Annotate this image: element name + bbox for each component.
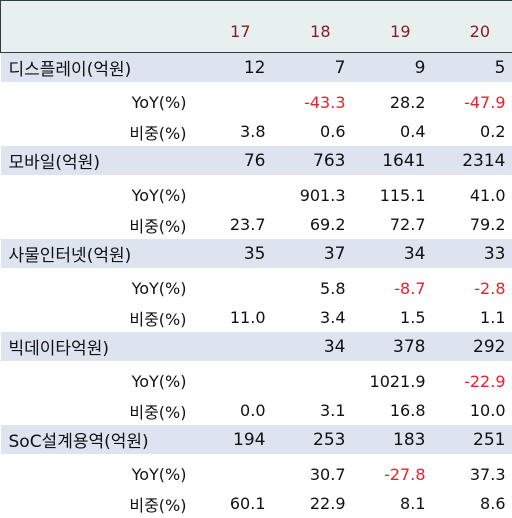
category-value: 5 <box>433 53 512 83</box>
yoy-value: 115.1 <box>353 175 433 210</box>
category-value: 7 <box>273 53 353 83</box>
yoy-label: YoY(%) <box>1 361 199 396</box>
share-label: 비중(%) <box>1 117 199 146</box>
share-value: 69.2 <box>273 210 353 239</box>
yoy-value <box>199 175 273 210</box>
yoy-value: -22.9 <box>433 361 512 396</box>
yoy-label: YoY(%) <box>1 175 199 210</box>
yoy-value: -43.3 <box>273 82 353 117</box>
category-label: 디스플레이(억원) <box>1 53 199 83</box>
share-value: 23.7 <box>199 210 273 239</box>
share-value: 8.1 <box>353 489 433 518</box>
category-value: 763 <box>273 146 353 175</box>
share-value: 0.4 <box>353 117 433 146</box>
year-17: 17 <box>199 1 273 53</box>
yoy-label: YoY(%) <box>1 454 199 489</box>
share-label: 비중(%) <box>1 396 199 425</box>
year-19: 19 <box>353 1 433 53</box>
share-value: 1.5 <box>353 303 433 332</box>
yoy-value: 5.8 <box>273 268 353 303</box>
yoy-value: 901.3 <box>273 175 353 210</box>
share-value: 0.0 <box>199 396 273 425</box>
category-value <box>199 332 273 361</box>
share-value: 11.0 <box>199 303 273 332</box>
category-value: 251 <box>433 425 512 454</box>
yoy-value <box>199 361 273 396</box>
yoy-value: 30.7 <box>273 454 353 489</box>
yoy-row: YoY(%) 5.8-8.7-2.8 <box>1 268 512 303</box>
year-20: 20 <box>433 1 512 53</box>
yoy-row: YoY(%) 1021.9-22.9 <box>1 361 512 396</box>
category-value: 183 <box>353 425 433 454</box>
category-value: 9 <box>353 53 433 83</box>
category-value: 76 <box>199 146 273 175</box>
yoy-value: 28.2 <box>353 82 433 117</box>
yoy-value: -47.9 <box>433 82 512 117</box>
category-value: 292 <box>433 332 512 361</box>
header-row: 17 18 19 20 <box>1 1 512 53</box>
share-value: 8.6 <box>433 489 512 518</box>
category-value: 34 <box>353 239 433 268</box>
yoy-label: YoY(%) <box>1 268 199 303</box>
category-value: 12 <box>199 53 273 83</box>
yoy-value <box>199 82 273 117</box>
share-value: 79.2 <box>433 210 512 239</box>
yoy-value: -2.8 <box>433 268 512 303</box>
yoy-value: 37.3 <box>433 454 512 489</box>
yoy-value: 41.0 <box>433 175 512 210</box>
category-value: 37 <box>273 239 353 268</box>
category-value: 2314 <box>433 146 512 175</box>
share-label: 비중(%) <box>1 489 199 518</box>
yoy-value <box>199 268 273 303</box>
header-corner <box>1 1 199 53</box>
category-value: 35 <box>199 239 273 268</box>
category-label: SoC설계용역(억원) <box>1 425 199 454</box>
category-value: 33 <box>433 239 512 268</box>
category-value: 253 <box>273 425 353 454</box>
year-18: 18 <box>273 1 353 53</box>
share-value: 3.8 <box>199 117 273 146</box>
share-value: 1.1 <box>433 303 512 332</box>
share-label: 비중(%) <box>1 303 199 332</box>
yoy-value: -27.8 <box>353 454 433 489</box>
yoy-value <box>199 454 273 489</box>
share-value: 0.6 <box>273 117 353 146</box>
share-value: 3.1 <box>273 396 353 425</box>
share-value: 3.4 <box>273 303 353 332</box>
yoy-label: YoY(%) <box>1 82 199 117</box>
share-value: 22.9 <box>273 489 353 518</box>
category-value: 1641 <box>353 146 433 175</box>
yoy-value: 1021.9 <box>353 361 433 396</box>
share-value: 60.1 <box>199 489 273 518</box>
category-value: 34 <box>273 332 353 361</box>
share-value: 10.0 <box>433 396 512 425</box>
category-value: 378 <box>353 332 433 361</box>
category-label: 빅데이타억원) <box>1 332 199 361</box>
share-value: 0.2 <box>433 117 512 146</box>
yoy-value: -8.7 <box>353 268 433 303</box>
category-value: 194 <box>199 425 273 454</box>
share-label: 비중(%) <box>1 210 199 239</box>
category-label: 모바일(억원) <box>1 146 199 175</box>
share-value: 16.8 <box>353 396 433 425</box>
share-value: 72.7 <box>353 210 433 239</box>
yoy-value <box>273 361 353 396</box>
category-label: 사물인터넷(억원) <box>1 239 199 268</box>
